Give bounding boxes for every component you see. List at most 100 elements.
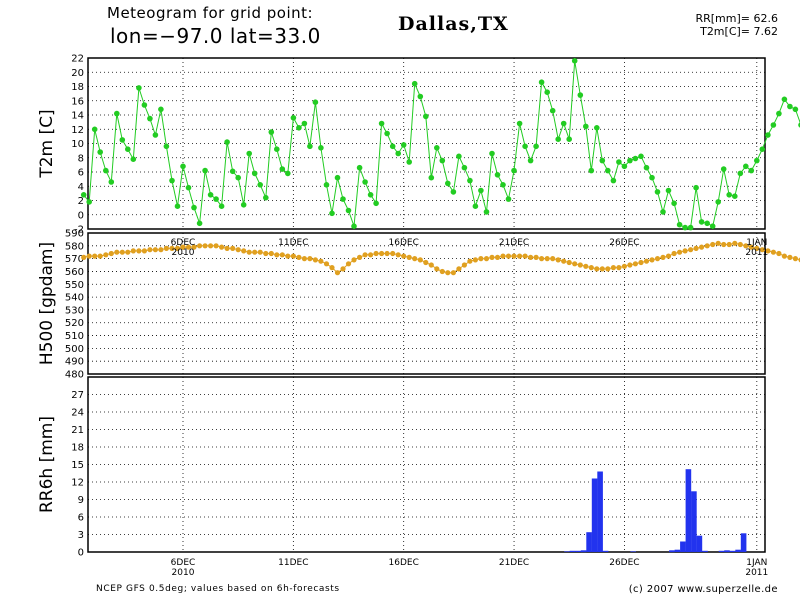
y-tick-label: 14 [71, 111, 84, 122]
data-point [80, 192, 87, 198]
data-point [401, 253, 407, 259]
data-point [781, 96, 788, 103]
data-point [362, 179, 368, 185]
data-point [196, 220, 203, 227]
data-point [202, 167, 208, 174]
data-point [577, 262, 583, 268]
title-line-2: lon=−97.0 lat=33.0 [110, 24, 321, 48]
data-point [434, 266, 440, 272]
data-point [776, 250, 782, 257]
panel-frame [87, 232, 766, 375]
data-point [770, 249, 777, 255]
data-point [698, 219, 705, 225]
data-point [787, 103, 793, 110]
x-tick-label: 1JAN [746, 238, 767, 248]
data-point [439, 268, 445, 275]
data-point [202, 243, 208, 249]
data-point [489, 150, 495, 157]
y-tick-label: 570 [65, 254, 84, 265]
precip-bar [696, 535, 703, 552]
x-tick-label: 16DEC [389, 238, 419, 248]
data-point [511, 253, 517, 259]
data-point [450, 270, 456, 276]
data-point [169, 245, 175, 251]
data-point [345, 207, 352, 214]
data-point [577, 92, 584, 98]
precip-bar [735, 549, 741, 552]
x-tick-label: 11DEC [278, 238, 308, 248]
data-point [241, 248, 247, 254]
location-name: Dallas,TX [398, 13, 509, 35]
data-point [169, 177, 175, 184]
data-point [709, 223, 716, 229]
data-point [163, 245, 169, 251]
data-point [649, 257, 655, 263]
data-point [108, 250, 114, 257]
y-tick-label: 0 [78, 210, 84, 221]
data-point [147, 247, 153, 253]
data-point [92, 253, 98, 259]
data-point [632, 155, 639, 162]
y-tick-label: 15 [71, 460, 84, 471]
x-tick-label: 11DEC [278, 558, 308, 568]
y-tick-label: 530 [65, 305, 84, 316]
data-point [367, 192, 374, 198]
y-tick-label: 520 [65, 318, 84, 329]
y-tick-label: 16 [71, 96, 84, 107]
data-point [191, 204, 197, 211]
data-point [516, 120, 523, 127]
data-point [246, 249, 252, 255]
data-point [230, 245, 236, 251]
data-point [395, 150, 402, 157]
y-tick-label: 590 [65, 229, 84, 240]
data-point [704, 220, 710, 227]
data-point [224, 139, 230, 145]
data-point [571, 58, 578, 64]
x-tick-label: 21DEC [499, 238, 529, 248]
data-point [638, 259, 644, 266]
data-point [517, 253, 523, 259]
data-point [726, 241, 732, 248]
data-point [699, 244, 705, 250]
data-point [649, 174, 655, 181]
data-point [285, 170, 291, 177]
data-point [478, 187, 484, 194]
data-point [213, 196, 219, 202]
y-tick-label: 10 [71, 139, 84, 150]
precip-bar [564, 551, 570, 552]
precip-bar [702, 550, 708, 552]
data-point [208, 243, 214, 249]
data-point [555, 136, 561, 142]
data-point [423, 113, 429, 120]
footer-credit: (c) 2007 www.superzelle.de [628, 584, 778, 595]
data-point [621, 163, 628, 170]
data-point [693, 245, 699, 251]
data-point [296, 125, 302, 131]
data-point [235, 247, 241, 253]
precip-bar [580, 550, 587, 553]
data-point [257, 182, 264, 188]
data-point [483, 256, 490, 262]
data-point [411, 80, 418, 87]
y-tick-label: 18 [71, 82, 84, 93]
data-point [467, 177, 473, 184]
data-point [395, 252, 401, 258]
data-point [456, 153, 462, 160]
precip-bar [740, 533, 747, 552]
data-point [743, 163, 749, 170]
precip-bar [586, 532, 592, 552]
data-point [152, 132, 159, 138]
data-point [665, 187, 672, 194]
data-point [301, 120, 308, 127]
data-point [373, 250, 379, 257]
y-tick-label: 24 [71, 408, 84, 419]
x-tick-label: 6DEC [171, 558, 196, 568]
data-point [141, 248, 147, 254]
data-point [218, 203, 225, 209]
data-point [257, 249, 263, 255]
data-point [362, 252, 368, 258]
data-point [467, 258, 473, 264]
data-point [682, 224, 688, 231]
data-point [246, 150, 252, 157]
summary-stats: RR[mm]= 62.6 T2m[C]= 7.62 [695, 12, 778, 38]
